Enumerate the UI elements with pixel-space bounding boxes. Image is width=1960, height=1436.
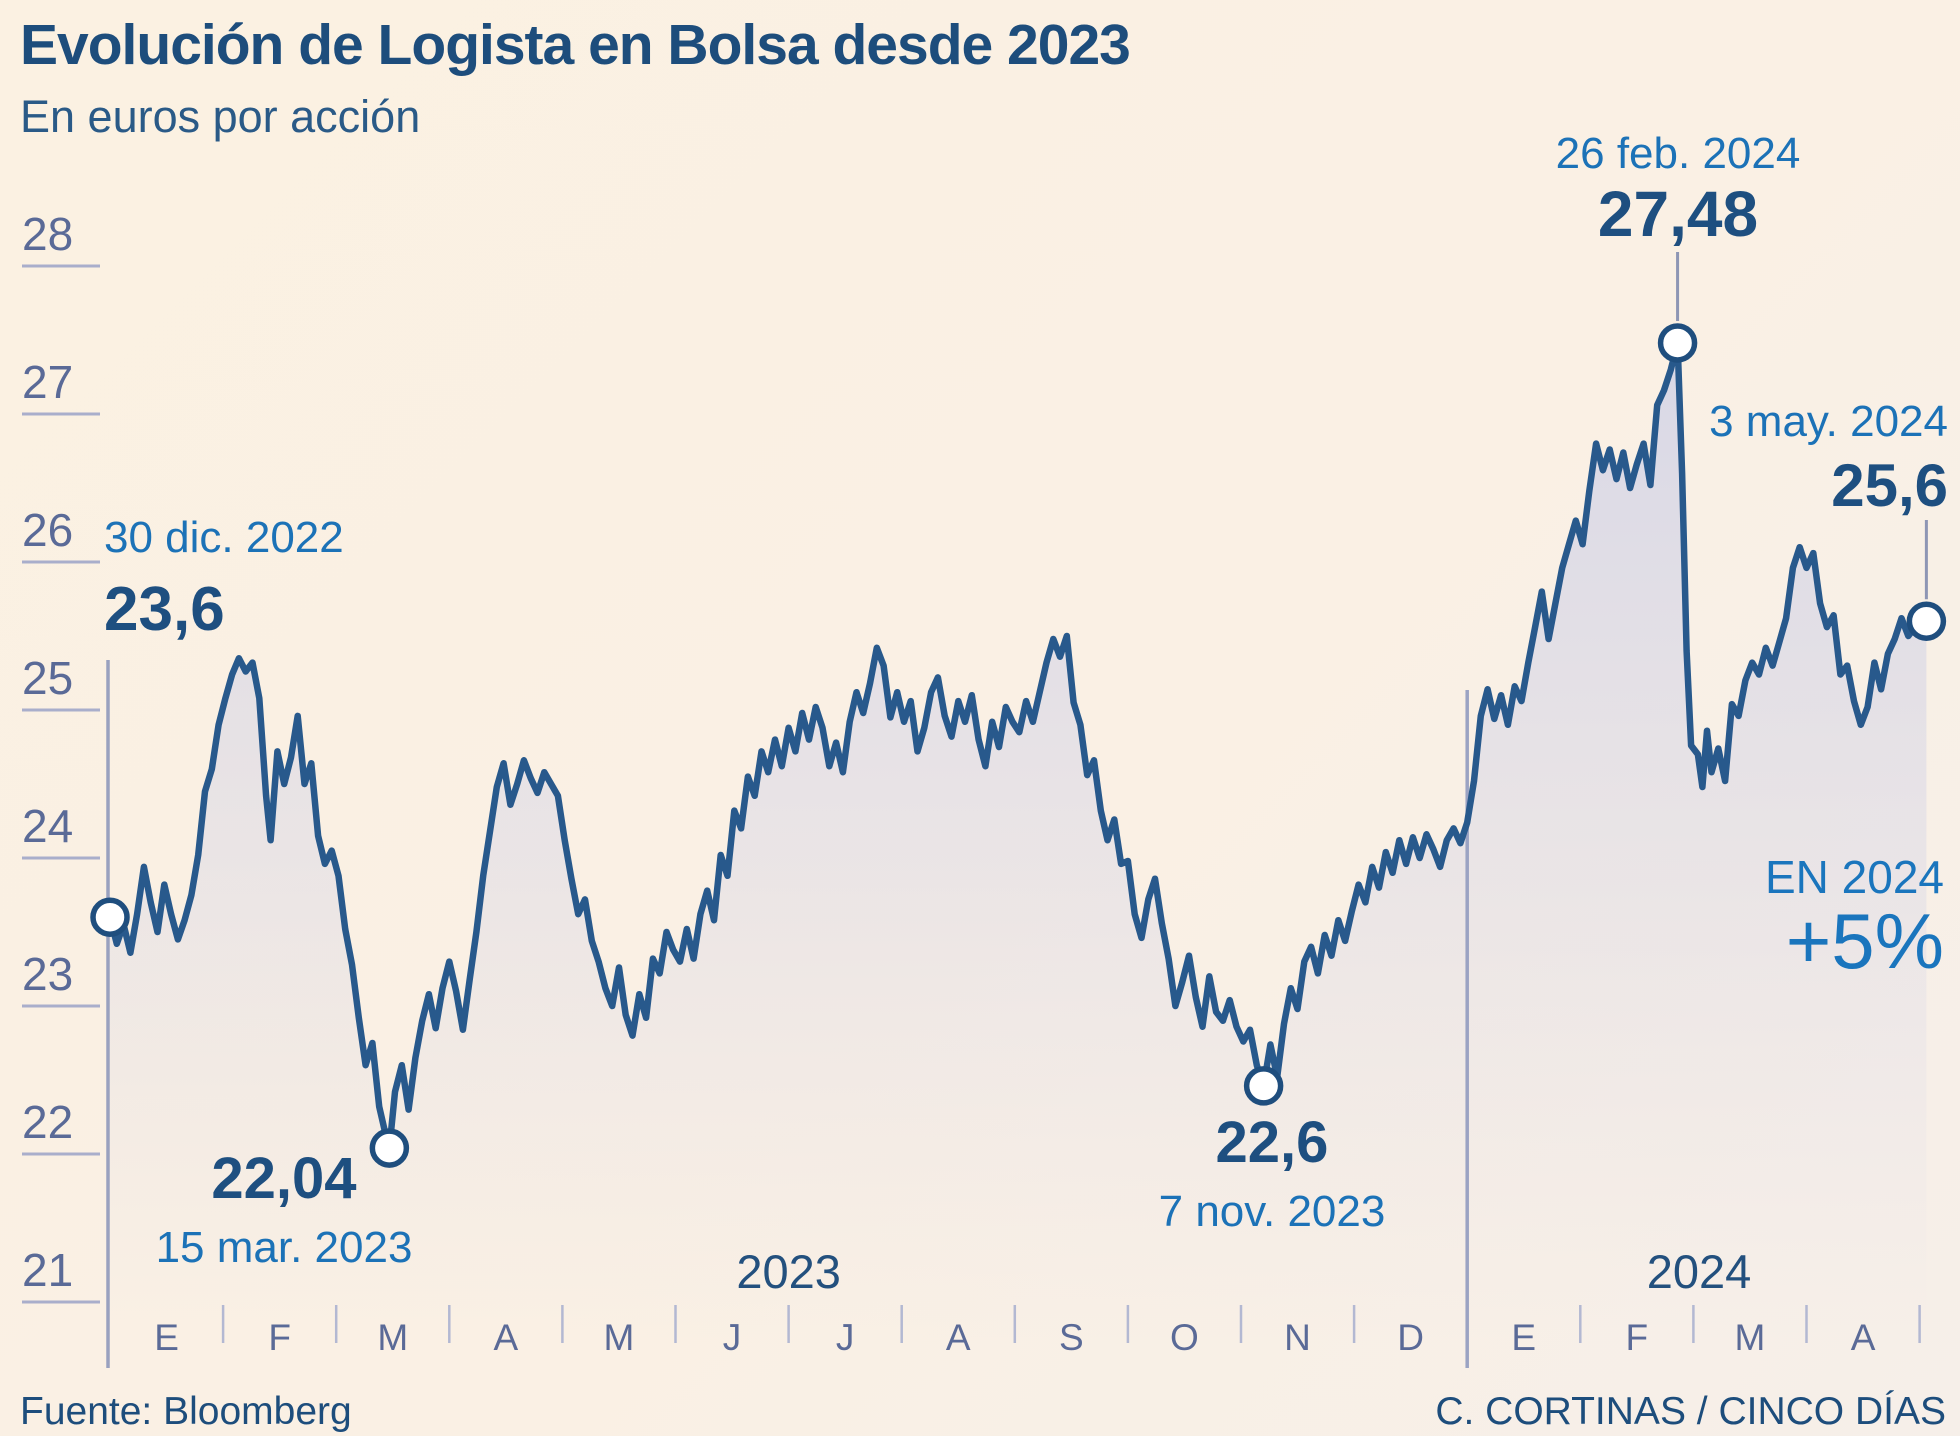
month-label: J bbox=[836, 1317, 855, 1358]
data-point-marker bbox=[90, 897, 130, 937]
month-label: N bbox=[1284, 1317, 1311, 1358]
y-tick-label: 23 bbox=[22, 948, 73, 1000]
y-tick-label: 28 bbox=[22, 208, 73, 260]
y-tick-label: 22 bbox=[22, 1096, 73, 1148]
month-label: M bbox=[1735, 1317, 1766, 1358]
page-title: Evolución de Logista en Bolsa desde 2023 bbox=[20, 13, 1131, 77]
annotation-value: 22,6 bbox=[1216, 1110, 1329, 1175]
annotation-value: 22,04 bbox=[211, 1146, 356, 1211]
author-credit: C. CORTINAS / CINCO DÍAS bbox=[1435, 1390, 1946, 1433]
chart-subtitle: En euros por acción bbox=[20, 90, 421, 142]
month-label: M bbox=[377, 1317, 408, 1358]
month-label: O bbox=[1170, 1317, 1199, 1358]
y-tick-label: 21 bbox=[22, 1244, 73, 1296]
y-tick-label: 26 bbox=[22, 504, 73, 556]
y-tick-label: 25 bbox=[22, 652, 73, 704]
data-point-marker bbox=[1243, 1066, 1284, 1106]
month-label: M bbox=[604, 1317, 635, 1358]
y-tick-label: 27 bbox=[22, 356, 73, 408]
annotation-value: 23,6 bbox=[104, 575, 225, 644]
month-label: E bbox=[1511, 1317, 1536, 1358]
month-label: E bbox=[154, 1317, 179, 1358]
price-line bbox=[106, 339, 1930, 1152]
month-label: A bbox=[1851, 1317, 1876, 1358]
annotations-group: 30 dic. 2022 23,6 15 mar. 2023 22,04 7 nov. … bbox=[90, 129, 1948, 1272]
data-point-marker bbox=[1906, 601, 1947, 641]
y-axis: 28 27 26 25 24 23 22 21 bbox=[22, 208, 110, 1368]
month-label: J bbox=[723, 1317, 742, 1358]
month-label: S bbox=[1059, 1317, 1084, 1358]
annotation-date: 3 may. 2024 bbox=[1709, 397, 1948, 446]
source-credit: Fuente: Bloomberg bbox=[20, 1390, 352, 1433]
month-label: A bbox=[494, 1317, 519, 1358]
annotation-date: 15 mar. 2023 bbox=[156, 1223, 413, 1272]
month-label: F bbox=[1626, 1317, 1649, 1358]
annotation-value: 27,48 bbox=[1598, 178, 1758, 250]
data-point-marker bbox=[1657, 323, 1698, 363]
area-fill-group bbox=[110, 343, 1927, 1368]
chart-header: Evolución de Logista en Bolsa desde 2023… bbox=[20, 14, 1820, 143]
month-label: D bbox=[1397, 1317, 1424, 1358]
month-label: A bbox=[946, 1317, 971, 1358]
year-label: 2023 bbox=[736, 1245, 841, 1298]
annotation-date: 30 dic. 2022 bbox=[104, 513, 344, 562]
ytd-label: EN 2024 bbox=[1764, 851, 1944, 903]
footer: Fuente: Bloomberg C. CORTINAS / CINCO DÍ… bbox=[0, 1390, 1960, 1436]
data-point-marker bbox=[369, 1128, 410, 1168]
annotation-value: 25,6 bbox=[1831, 452, 1948, 519]
month-label: F bbox=[268, 1317, 291, 1358]
annotation-date: 7 nov. 2023 bbox=[1159, 1187, 1386, 1236]
y-tick-label: 24 bbox=[22, 800, 73, 852]
price-area-fill bbox=[110, 343, 1927, 1368]
x-axis: E F M A M J J A S O N D E F M A 2023 2024 bbox=[154, 1245, 1921, 1358]
ytd-value: +5% bbox=[1785, 897, 1944, 985]
price-line-group bbox=[106, 339, 1930, 1152]
year-label: 2024 bbox=[1647, 1245, 1752, 1298]
annotation-date: 26 feb. 2024 bbox=[1556, 129, 1801, 178]
